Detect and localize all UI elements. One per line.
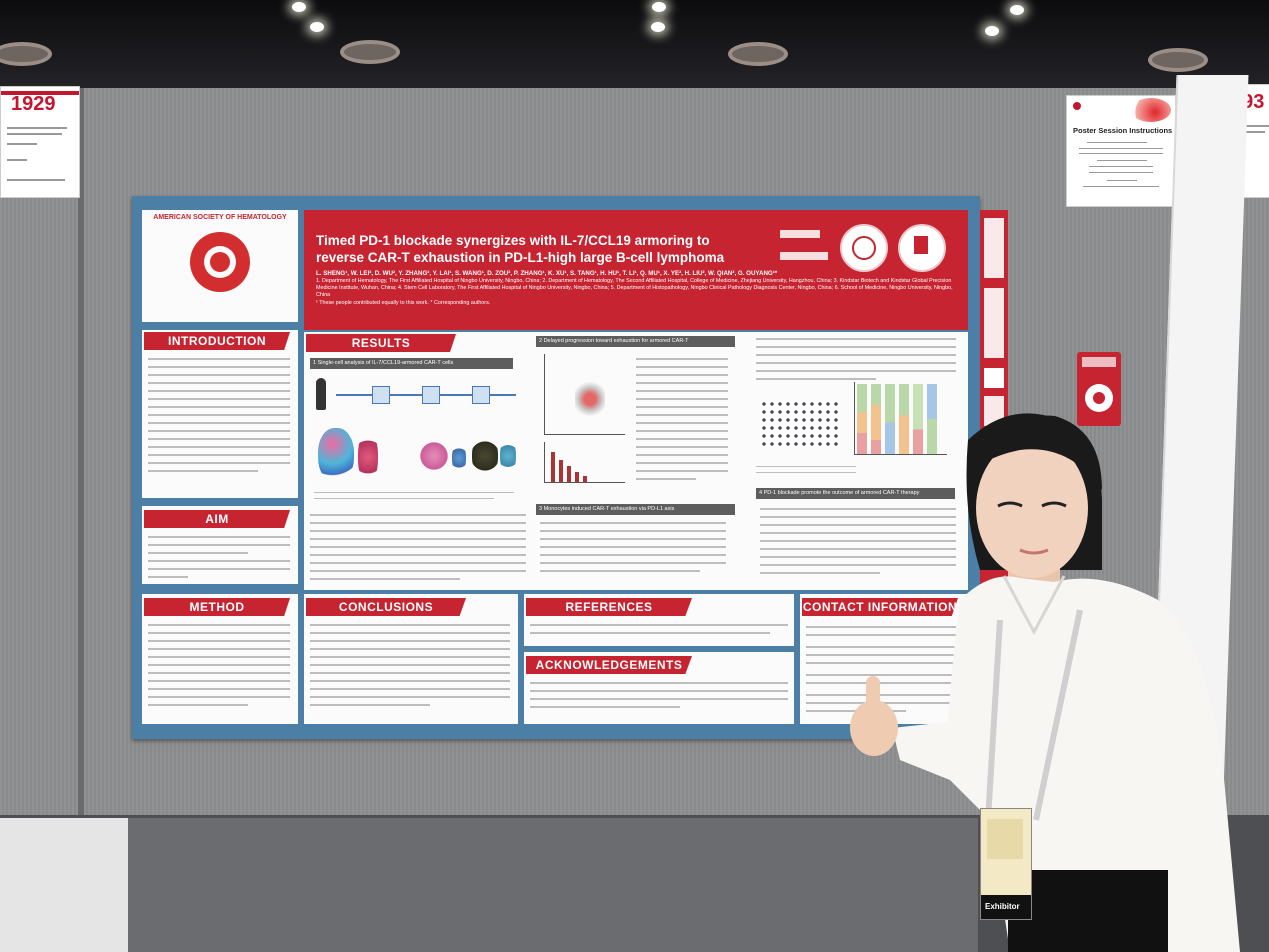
poster-title: Timed PD-1 blockade synergizes with IL-7… — [316, 232, 776, 266]
acknowledgements-panel: ACKNOWLEDGEMENTS — [524, 652, 794, 724]
contact-heading: CONTACT INFORMATION — [802, 598, 958, 616]
booth-number-card-left: 1929 — [0, 86, 80, 198]
umap-plot — [358, 432, 378, 482]
booth-number: 1929 — [11, 93, 56, 115]
umap-plot — [318, 428, 354, 482]
aim-panel: AIM — [142, 506, 298, 584]
bar-plot — [544, 442, 625, 483]
result-2-subtitle: 2 Delayed progression toward exhaustion … — [536, 336, 735, 347]
ceiling-light — [651, 22, 665, 32]
umap-plot — [500, 440, 516, 472]
badge-label: Exhibitor — [985, 902, 1020, 911]
ash-logo-icon — [1073, 102, 1081, 110]
result-1-subtitle: 1 Single-cell analysis of IL-7/CCL19-arm… — [310, 358, 513, 369]
acknowledgements-heading: ACKNOWLEDGEMENTS — [526, 656, 692, 674]
sponsor-logo — [780, 226, 832, 266]
umap-plot — [420, 436, 448, 476]
ceiling-vent — [340, 40, 400, 64]
method-panel: METHOD — [142, 594, 298, 724]
results-heading: RESULTS — [306, 334, 456, 352]
poster-session-instructions-card: Poster Session Instructions — [1066, 95, 1176, 207]
person-figure-icon — [316, 378, 326, 410]
conclusions-heading: CONCLUSIONS — [306, 598, 466, 616]
society-logo-text: AMERICAN SOCIETY OF HEMATOLOGY — [153, 214, 287, 221]
ceiling-light — [985, 26, 999, 36]
volcano-plot — [544, 354, 625, 435]
ceiling-vent — [728, 42, 788, 66]
side-board — [0, 818, 128, 952]
poster-authors-block: L. SHENG¹, W. LEI², D. WU², Y. ZHANG², Y… — [316, 270, 956, 307]
poster-header: Timed PD-1 blockade synergizes with IL-7… — [304, 210, 968, 330]
references-panel: REFERENCES — [524, 594, 794, 646]
introduction-panel: INTRODUCTION — [142, 330, 298, 498]
umap-plot — [452, 444, 466, 472]
dot-plot — [760, 400, 840, 450]
board-rail — [78, 88, 84, 818]
floor-carpet — [118, 818, 978, 952]
ceiling-light — [292, 2, 306, 12]
results-panel: RESULTS 1 Single-cell analysis of IL-7/C… — [304, 332, 968, 590]
poster-title-line1: Timed PD-1 blockade synergizes with IL-7… — [316, 233, 710, 248]
conclusions-panel: CONCLUSIONS — [304, 594, 518, 724]
qr-code-icon — [984, 368, 1004, 388]
hospital-seal-icon — [898, 224, 946, 272]
poster-footnote: ¹ These people contributed equally to th… — [316, 300, 491, 306]
poster-title-line2: reverse CAR-T exhaustion in PD-L1-high l… — [316, 250, 725, 265]
presenter-person — [850, 413, 1240, 952]
stacked-bar-chart — [854, 382, 947, 455]
ceiling-light — [652, 2, 666, 12]
ceiling-vent — [1148, 48, 1208, 72]
badge-photo-area — [987, 819, 1023, 859]
research-poster: AMERICAN SOCIETY OF HEMATOLOGY Timed PD-… — [132, 196, 1008, 739]
workflow-diagram — [312, 376, 522, 412]
references-heading: REFERENCES — [526, 598, 692, 616]
result-3-subtitle: 3 Monocytes induced CAR-T exhaustion via… — [536, 504, 735, 515]
university-seal-icon — [840, 224, 888, 272]
umap-plot — [472, 436, 498, 476]
instructions-title: Poster Session Instructions — [1073, 126, 1173, 135]
introduction-heading: INTRODUCTION — [144, 332, 290, 350]
ceiling-vent — [0, 42, 52, 66]
ceiling — [0, 0, 1269, 95]
aim-heading: AIM — [144, 510, 290, 528]
poster-affiliations: 1. Department of Hematology, The First A… — [316, 278, 953, 298]
result-4-subtitle: 4 PD-1 blockade promote the outcome of a… — [756, 488, 955, 499]
ceiling-light — [310, 22, 324, 32]
ceiling-light — [1010, 5, 1024, 15]
poster-authors: L. SHENG¹, W. LEI², D. WU², Y. ZHANG², Y… — [316, 270, 778, 277]
decorative-red-spheres — [1131, 98, 1171, 122]
ash-logo-panel: AMERICAN SOCIETY OF HEMATOLOGY — [142, 210, 298, 322]
method-heading: METHOD — [144, 598, 290, 616]
name-badge: Exhibitor — [980, 808, 1032, 920]
qr-sticker — [1077, 352, 1121, 426]
